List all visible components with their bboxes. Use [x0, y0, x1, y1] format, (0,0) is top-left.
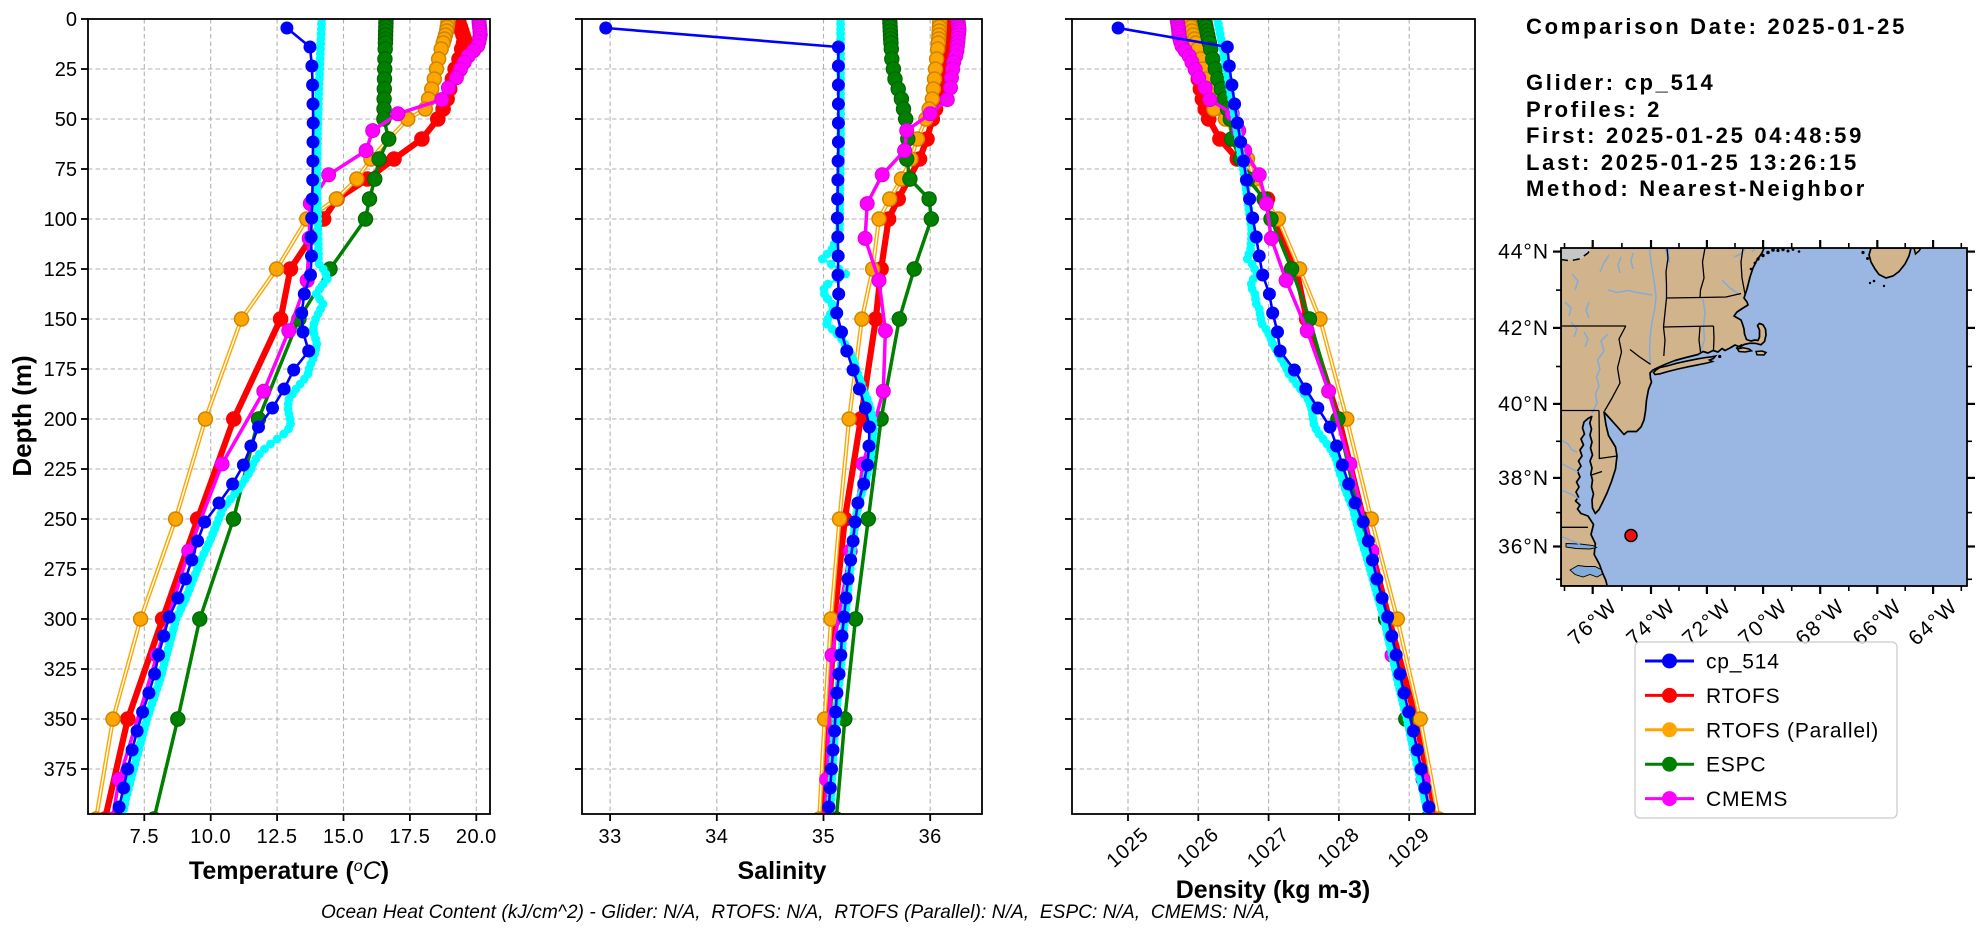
svg-text:33: 33: [598, 826, 621, 848]
svg-text:Temperature (oC): Temperature (oC): [189, 857, 389, 885]
svg-text:225: 225: [44, 459, 77, 481]
svg-text:10.0: 10.0: [190, 826, 231, 848]
svg-text:25: 25: [55, 59, 77, 81]
svg-text:Profiles: 2: Profiles: 2: [1526, 97, 1662, 122]
svg-text:Last: 2025-01-25 13:26:15: Last: 2025-01-25 13:26:15: [1526, 150, 1859, 175]
svg-text:38°N: 38°N: [1498, 467, 1549, 490]
svg-text:7.5: 7.5: [130, 826, 159, 848]
svg-text:250: 250: [44, 509, 77, 531]
svg-text:100: 100: [44, 209, 77, 231]
svg-text:Method: Nearest-Neighbor: Method: Nearest-Neighbor: [1526, 176, 1867, 201]
svg-text:Ocean Heat Content (kJ/cm^2) -: Ocean Heat Content (kJ/cm^2) - Glider: N…: [321, 902, 1270, 923]
svg-text:50: 50: [55, 109, 77, 131]
svg-text:RTOFS: RTOFS: [1706, 685, 1780, 708]
svg-text:375: 375: [44, 759, 77, 781]
svg-text:36: 36: [919, 826, 942, 848]
svg-text:36°N: 36°N: [1498, 536, 1549, 559]
svg-text:35: 35: [812, 826, 835, 848]
svg-text:RTOFS (Parallel): RTOFS (Parallel): [1706, 719, 1879, 742]
svg-text:Glider: cp_514: Glider: cp_514: [1526, 70, 1715, 95]
svg-text:175: 175: [44, 359, 77, 381]
svg-text:75: 75: [55, 159, 77, 181]
svg-text:200: 200: [44, 409, 77, 431]
svg-text:300: 300: [44, 609, 77, 631]
svg-text:Salinity: Salinity: [738, 857, 827, 885]
svg-text:0: 0: [66, 9, 77, 31]
svg-text:Comparison Date: 2025-01-25: Comparison Date: 2025-01-25: [1526, 14, 1907, 39]
svg-text:17.5: 17.5: [389, 826, 430, 848]
svg-text:Density (kg m-3): Density (kg m-3): [1176, 876, 1370, 904]
svg-text:44°N: 44°N: [1498, 241, 1549, 264]
svg-text:ESPC: ESPC: [1706, 754, 1766, 777]
svg-text:350: 350: [44, 709, 77, 731]
svg-text:150: 150: [44, 309, 77, 331]
svg-text:CMEMS: CMEMS: [1706, 788, 1788, 811]
svg-text:40°N: 40°N: [1498, 393, 1549, 416]
svg-text:20.0: 20.0: [456, 826, 497, 848]
svg-text:125: 125: [44, 259, 77, 281]
svg-text:275: 275: [44, 559, 77, 581]
svg-text:First: 2025-01-25 04:48:59: First: 2025-01-25 04:48:59: [1526, 123, 1864, 148]
svg-text:42°N: 42°N: [1498, 317, 1549, 340]
svg-text:Depth (m): Depth (m): [7, 355, 37, 476]
svg-text:15.0: 15.0: [323, 826, 364, 848]
svg-text:cp_514: cp_514: [1706, 651, 1780, 674]
svg-text:34: 34: [705, 826, 728, 848]
svg-text:12.5: 12.5: [257, 826, 298, 848]
svg-text:325: 325: [44, 659, 77, 681]
